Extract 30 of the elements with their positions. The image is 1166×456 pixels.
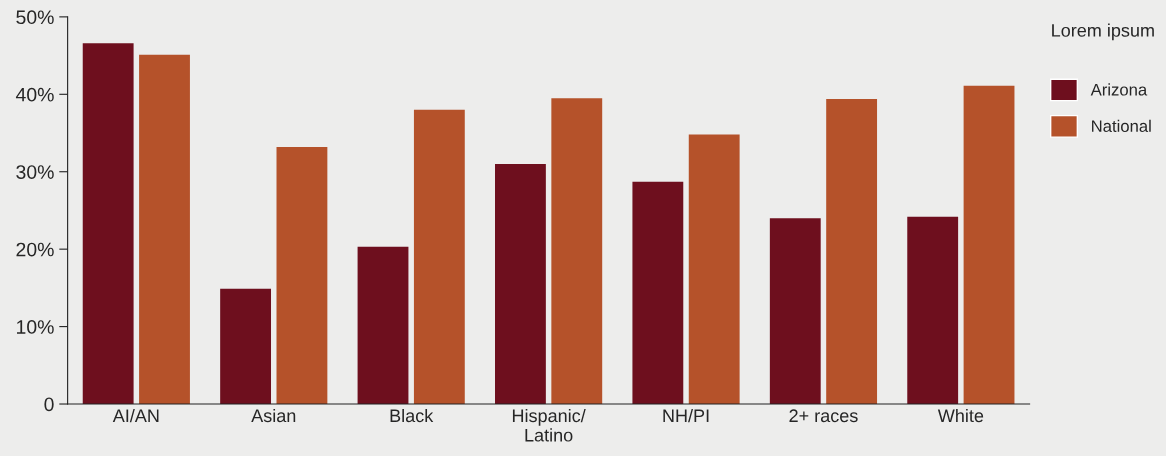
bar bbox=[688, 134, 740, 405]
legend-label: National bbox=[1092, 119, 1151, 133]
bar bbox=[907, 216, 959, 405]
bar bbox=[357, 246, 409, 405]
bar bbox=[220, 288, 272, 405]
y-tick-label: 0 bbox=[44, 397, 54, 412]
y-tick-label: 50% bbox=[16, 10, 54, 25]
bar bbox=[82, 43, 134, 405]
bar bbox=[826, 98, 878, 405]
x-tick-label: NH/PI bbox=[663, 408, 709, 423]
bar bbox=[495, 163, 546, 405]
bar bbox=[551, 98, 603, 405]
y-tick-label: 30% bbox=[16, 165, 54, 179]
x-tick-label: Asian bbox=[251, 408, 296, 423]
x-tick-label: AI/AN bbox=[112, 408, 159, 423]
x-tick-label: 2+ races bbox=[789, 409, 858, 423]
y-tick-label: 40% bbox=[15, 87, 54, 102]
legend-title: Lorem ipsum bbox=[1052, 23, 1154, 41]
y-tick-label: 20% bbox=[16, 242, 54, 257]
y-tick-label: 10% bbox=[17, 320, 54, 334]
bar bbox=[769, 218, 821, 405]
bar bbox=[413, 109, 465, 405]
bar bbox=[632, 181, 684, 405]
x-tick-label: White bbox=[937, 408, 984, 423]
x-tick-label: Black bbox=[390, 408, 434, 423]
legend-label: Arizona bbox=[1090, 83, 1148, 96]
bar bbox=[963, 85, 1015, 405]
bar bbox=[139, 54, 190, 405]
x-tick-label: Hispanic/ Latino bbox=[512, 408, 586, 442]
bar bbox=[276, 146, 328, 405]
